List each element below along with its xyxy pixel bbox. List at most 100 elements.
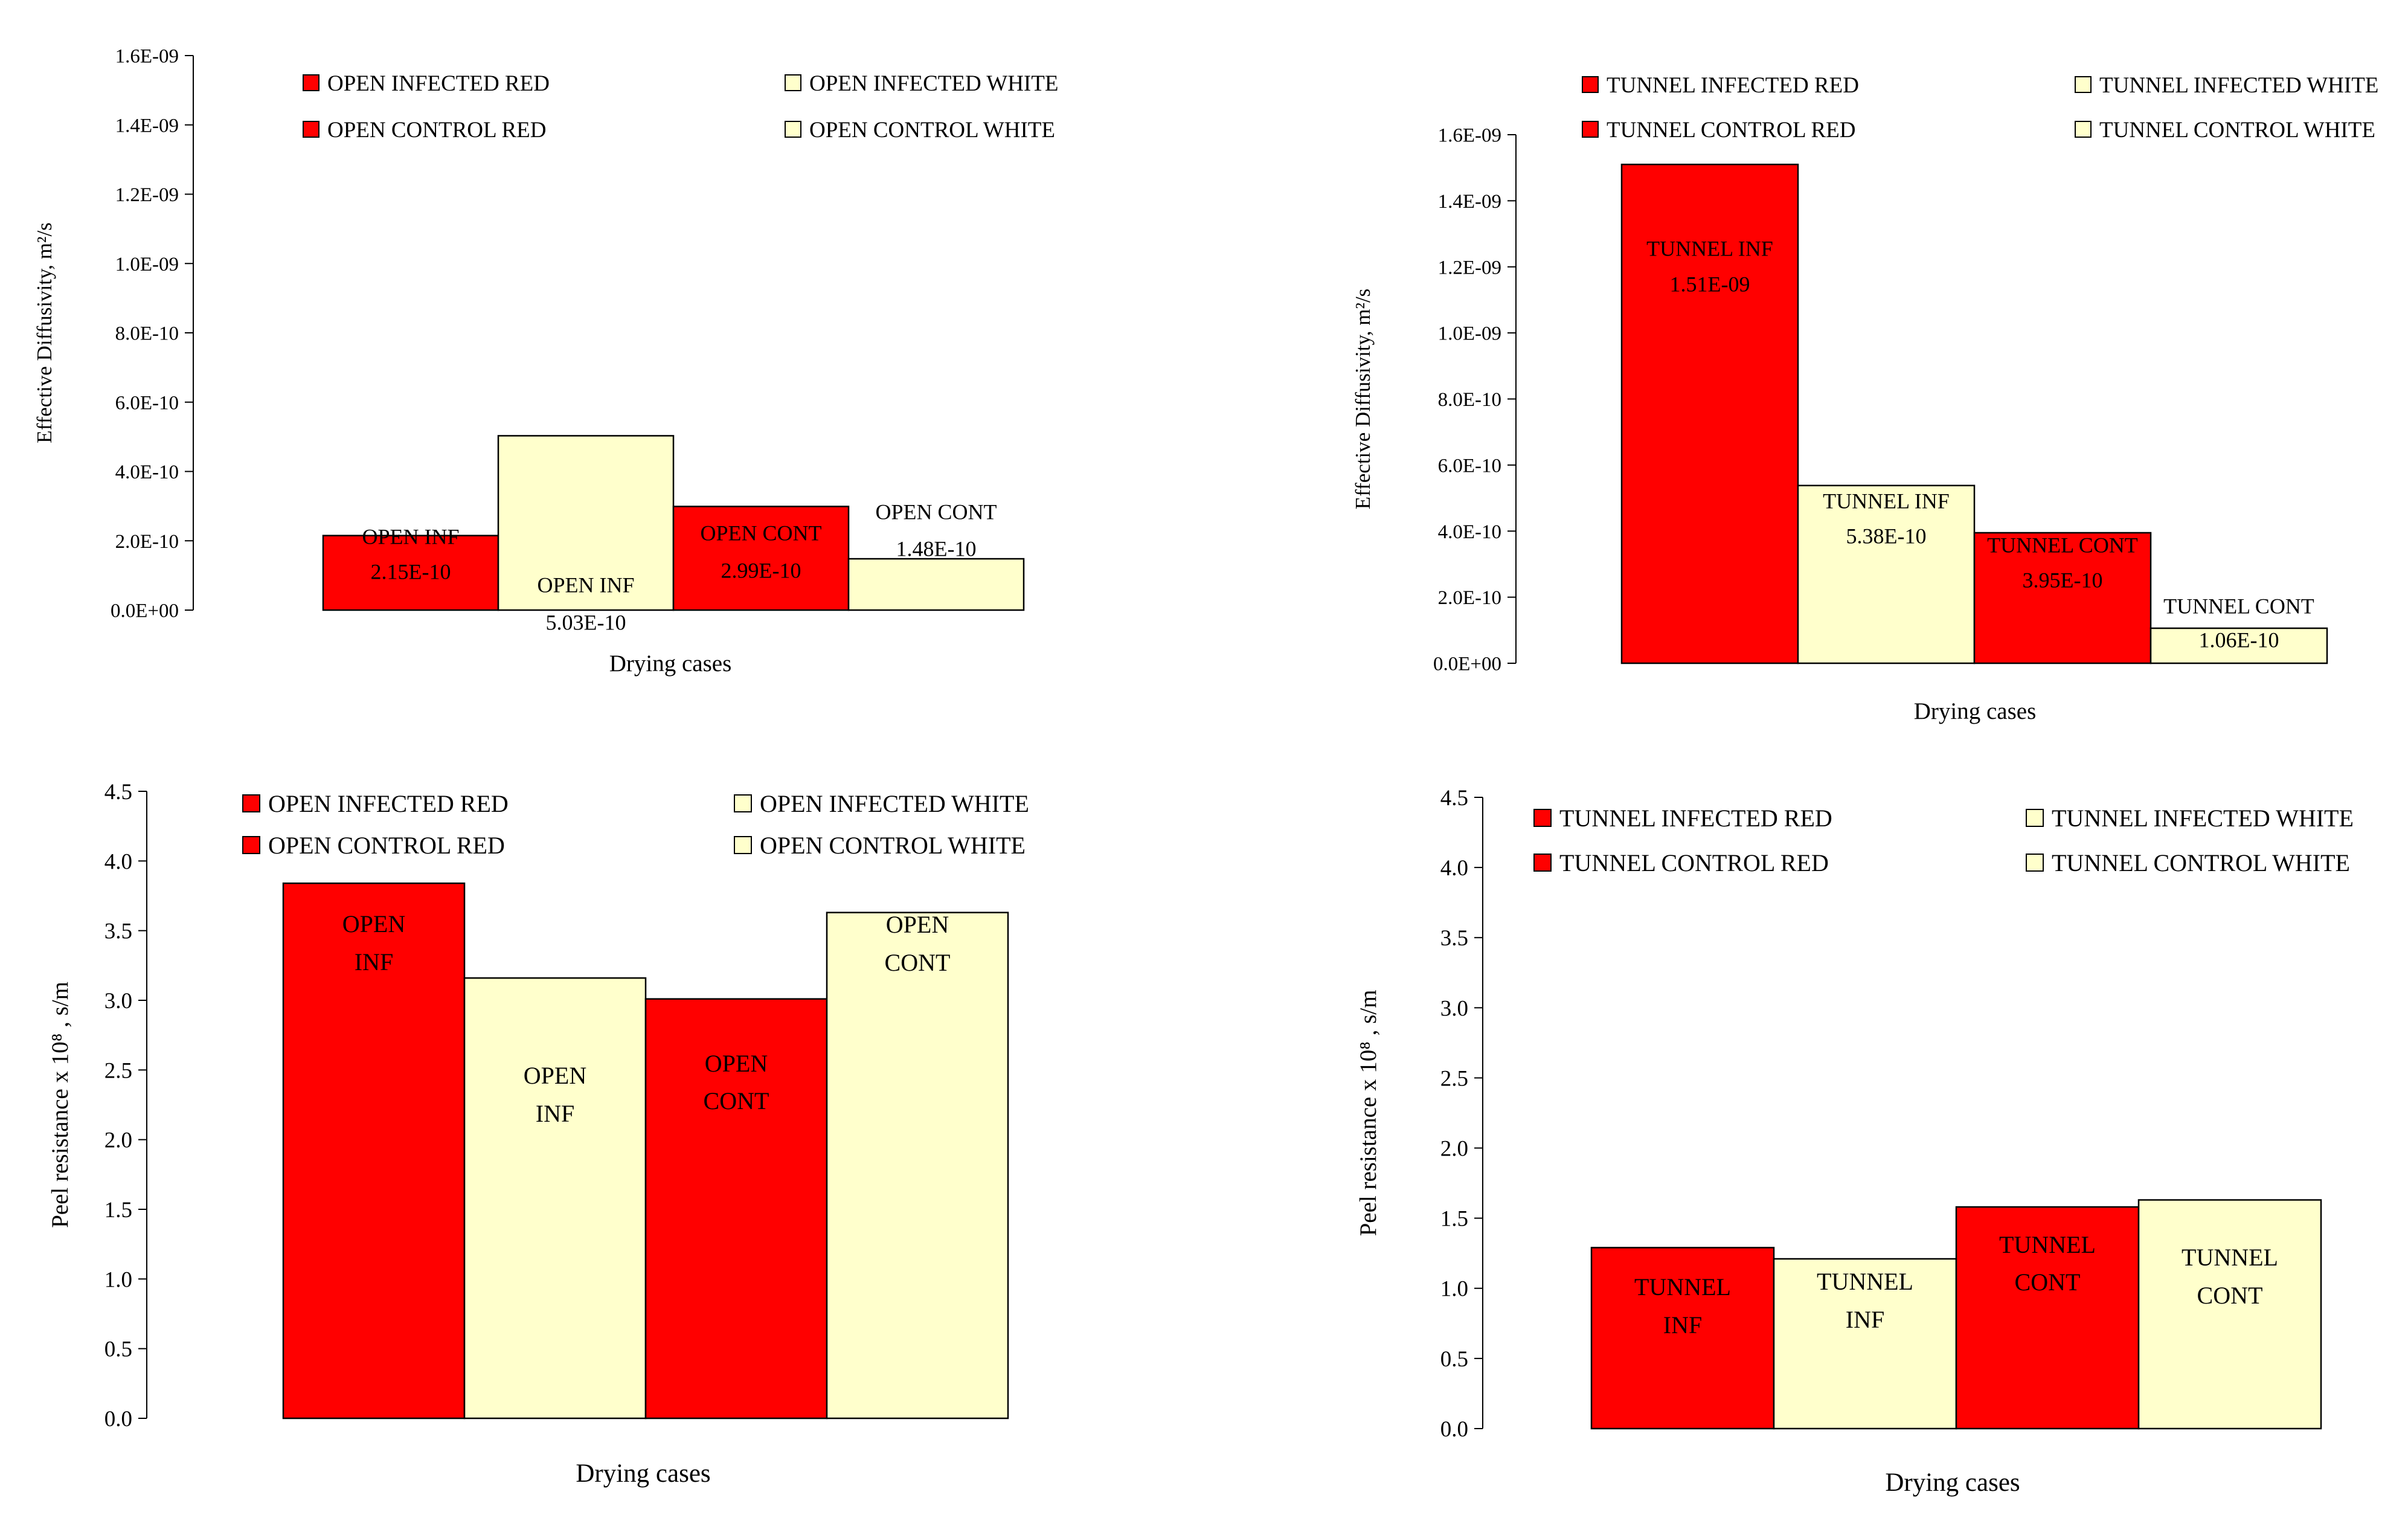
y-tick-label: 4.5 xyxy=(104,780,132,805)
y-tick-label: 4.0 xyxy=(1440,856,1468,881)
legend-entry: OPEN INFECTED RED xyxy=(327,71,550,96)
bar-data-label: TUNNEL CONT xyxy=(2163,594,2314,619)
x-axis-title: Drying cases xyxy=(576,1459,710,1488)
legend-swatch xyxy=(785,121,801,138)
bar-data-label: INF xyxy=(355,948,393,976)
y-tick-label: 2.5 xyxy=(104,1058,132,1083)
bar-data-label: OPEN CONT xyxy=(875,500,997,524)
y-tick-label: 1.0E-09 xyxy=(115,254,179,275)
y-tick-label: 2.0E-10 xyxy=(115,531,179,553)
y-tick-label: 2.5 xyxy=(1440,1066,1468,1091)
legend-entry: OPEN CONTROL WHITE xyxy=(760,832,1026,859)
legend-swatch xyxy=(1533,854,1552,872)
y-tick-label: 8.0E-10 xyxy=(115,323,179,345)
bar-data-label: CONT xyxy=(2197,1282,2263,1309)
legend-swatch xyxy=(1533,809,1552,827)
bar-tunnel-infected-white xyxy=(1797,484,1976,664)
bar-open-control-red xyxy=(672,506,850,611)
y-tick-label: 3.0 xyxy=(1440,996,1468,1021)
y-axis-title: Effective Diffusivity, m²/s xyxy=(33,222,56,443)
y-tick-label: 4.0 xyxy=(104,849,132,874)
y-tick-label: 3.0 xyxy=(104,989,132,1014)
legend-entry: OPEN CONTROL WHITE xyxy=(809,118,1055,143)
legend-swatch xyxy=(2075,121,2092,138)
bar-data-label: 3.95E-10 xyxy=(2023,568,2103,593)
legend-entry: TUNNEL INFECTED RED xyxy=(1607,73,1859,98)
y-tick-label: 2.0E-10 xyxy=(1438,587,1501,609)
bar-tunnel-control-red xyxy=(1973,532,2152,664)
bar-data-label: 5.38E-10 xyxy=(1846,524,1927,548)
y-tick-label: 6.0E-10 xyxy=(115,392,179,414)
bar-open-control-white xyxy=(826,912,1009,1420)
bar-tunnel-control-red xyxy=(1955,1206,2140,1430)
legend-swatch xyxy=(2026,854,2044,872)
bar-data-label: 5.03E-10 xyxy=(546,611,626,635)
chart-open-diffusivity: 0.0E+00 2.0E-10 4.0E-10 6.0E-10 8.0E-10 1.0E-… xyxy=(33,46,1058,677)
bar-data-label: 1.06E-10 xyxy=(2199,628,2279,652)
bar-data-label: OPEN xyxy=(342,910,405,937)
bar-data-label: TUNNEL CONT xyxy=(1987,533,2138,558)
bar-data-label: TUNNEL xyxy=(2182,1244,2278,1271)
bar-data-label: TUNNEL INF xyxy=(1646,237,1773,261)
y-tick-label: 0.5 xyxy=(104,1337,132,1362)
legend-swatch xyxy=(242,836,260,854)
bar-data-label: 2.15E-10 xyxy=(371,560,451,584)
y-tick-label: 0.5 xyxy=(1440,1347,1468,1372)
y-tick-label: 1.5 xyxy=(104,1198,132,1223)
bar-data-label: TUNNEL xyxy=(1634,1273,1731,1301)
y-tick-label: 1.5 xyxy=(1440,1207,1468,1232)
bar-data-label: OPEN INF xyxy=(537,573,634,597)
y-tick-label: 1.2E-09 xyxy=(115,184,179,206)
bar-tunnel-infected-red xyxy=(1620,163,1799,664)
y-tick-label: 1.0 xyxy=(1440,1277,1468,1302)
y-tick-label: 2.0 xyxy=(1440,1137,1468,1162)
legend-entry: OPEN CONTROL RED xyxy=(327,118,546,143)
legend-swatch xyxy=(303,121,319,138)
y-tick-label: 1.6E-09 xyxy=(115,46,179,68)
y-tick-label: 1.4E-09 xyxy=(1438,191,1501,213)
y-tick-label: 3.5 xyxy=(104,919,132,944)
y-tick-label: 0.0 xyxy=(104,1407,132,1432)
bar-open-control-white xyxy=(847,558,1025,611)
bar-data-label: TUNNEL INF xyxy=(1823,489,1950,513)
bar-tunnel-control-white xyxy=(2150,627,2328,664)
y-tick-label: 4.0E-10 xyxy=(1438,521,1501,543)
legend-entry: TUNNEL CONTROL RED xyxy=(1559,849,1829,876)
bar-data-label: OPEN INF xyxy=(362,525,459,549)
chart-tunnel-diffusivity: 0.0E+00 2.0E-10 4.0E-10 6.0E-10 8.0E-10 1.0E-… xyxy=(1351,73,2378,724)
x-axis-title: Drying cases xyxy=(1885,1468,2020,1497)
legend-swatch xyxy=(2026,809,2044,827)
legend-swatch xyxy=(303,74,319,91)
y-axis-title: Effective Diffusivity, m²/s xyxy=(1351,289,1375,510)
y-tick-label: 4.5 xyxy=(1440,786,1468,811)
y-tick-label: 3.5 xyxy=(1440,926,1468,951)
legend-entry: OPEN INFECTED WHITE xyxy=(809,71,1058,96)
legend-swatch xyxy=(734,836,752,854)
bar-data-label: INF xyxy=(536,1100,574,1127)
bar-open-infected-red xyxy=(282,882,466,1420)
bar-tunnel-infected-white xyxy=(1773,1258,1957,1430)
legend-entry: OPEN INFECTED WHITE xyxy=(760,790,1029,817)
bar-data-label: 1.51E-09 xyxy=(1670,272,1750,297)
legend-swatch xyxy=(785,74,801,91)
legend-swatch xyxy=(1582,121,1599,138)
bar-data-label: 2.99E-10 xyxy=(721,559,801,583)
y-tick-label: 1.0 xyxy=(104,1267,132,1292)
y-tick-label: 6.0E-10 xyxy=(1438,455,1501,477)
bar-tunnel-control-white xyxy=(2137,1199,2322,1430)
bar-data-label: OPEN CONT xyxy=(700,521,821,545)
x-axis-title: Drying cases xyxy=(609,651,732,677)
bar-open-infected-white xyxy=(463,977,647,1420)
bar-data-label: CONT xyxy=(885,949,951,976)
legend-entry: TUNNEL INFECTED RED xyxy=(1559,805,1832,832)
bar-data-label: TUNNEL xyxy=(1999,1231,2096,1258)
chart-tunnel-peel: 0.0 0.5 1.0 1.5 2.0 2.5 3.0 3.5 4.0 4.5 TUNNEL INF T… xyxy=(1355,786,2354,1497)
chart-open-peel: 0.0 0.5 1.0 1.5 2.0 2.5 3.0 3.5 4.0 4.5 OPEN INF OPE… xyxy=(47,780,1029,1488)
legend-entry: TUNNEL CONTROL WHITE xyxy=(2052,849,2350,876)
bar-data-label: INF xyxy=(1663,1311,1702,1339)
bar-data-label: OPEN xyxy=(524,1062,586,1089)
bar-data-label: 1.48E-10 xyxy=(896,537,977,561)
y-tick-label: 2.0 xyxy=(104,1128,132,1153)
